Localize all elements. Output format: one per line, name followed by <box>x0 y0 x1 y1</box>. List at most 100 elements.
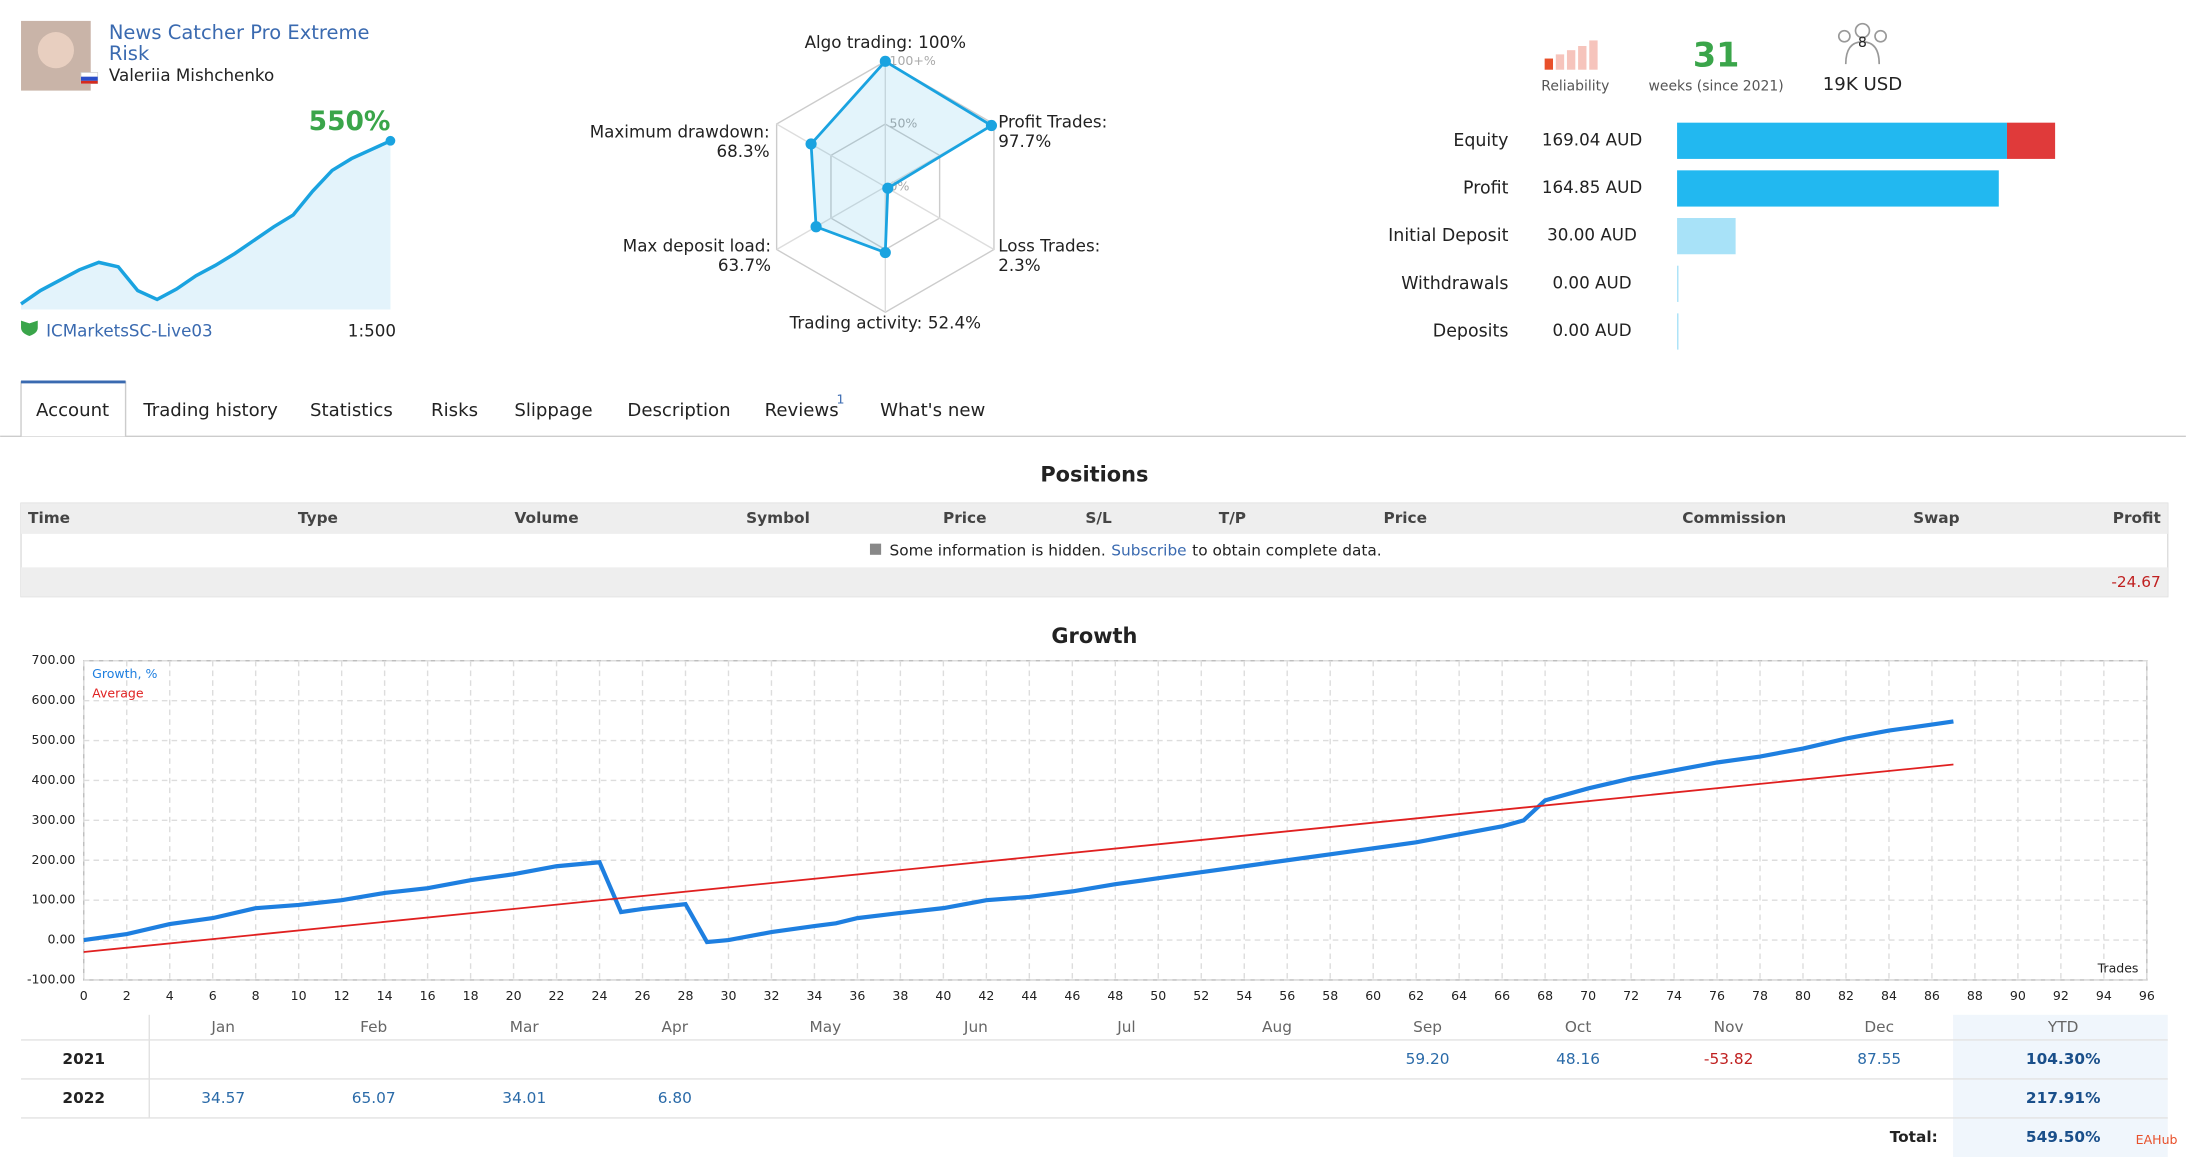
x-tick-label: 96 <box>2139 988 2155 1003</box>
radar-value: 2.3% <box>998 255 1040 275</box>
x-tick-label: 78 <box>1752 988 1768 1003</box>
avatar-face <box>37 32 75 69</box>
balance-label: Initial Deposit <box>1388 226 1508 246</box>
y-tick-label: 300.00 <box>32 812 76 827</box>
tab[interactable]: Slippage <box>514 400 592 421</box>
rel-bar <box>1566 50 1576 70</box>
x-tick-label: 70 <box>1580 988 1596 1003</box>
month-value: 59.20 <box>1406 1050 1450 1068</box>
column-header: Time <box>28 509 70 527</box>
radar-label: Profit Trades: 97.7% <box>998 111 1107 151</box>
x-tick-label: 16 <box>420 988 436 1003</box>
month-header: Jun <box>963 1018 988 1036</box>
radar-label: Trading activity: 52.4% <box>789 312 981 332</box>
ytd-value: 217.91% <box>2026 1089 2101 1107</box>
x-tick-label: 60 <box>1365 988 1381 1003</box>
x-tick-label: 88 <box>1967 988 1983 1003</box>
tab[interactable]: What's new <box>880 400 985 421</box>
icon-part <box>1844 40 1881 65</box>
x-tick-label: 26 <box>635 988 651 1003</box>
x-tick-label: 36 <box>849 988 865 1003</box>
year: 2022 <box>62 1089 105 1107</box>
author[interactable]: Valeriia Mishchenko <box>109 65 274 85</box>
month-header: YTD <box>2047 1018 2079 1036</box>
icon-part <box>1837 29 1851 43</box>
balance-bar <box>1677 122 2007 159</box>
tab[interactable]: Statistics <box>310 400 393 421</box>
total-value: 549.50% <box>2026 1128 2101 1146</box>
growth-title: Growth <box>1051 624 1137 648</box>
legend-entry: Average <box>92 686 144 701</box>
rel-bar <box>1589 40 1598 70</box>
x-tick-label: 86 <box>1924 988 1940 1003</box>
x-tick-label: 8 <box>252 988 260 1003</box>
tab[interactable]: Trading history <box>142 400 278 421</box>
radar-category: Maximum drawdown: <box>590 121 770 141</box>
tab-badge: 1 <box>837 392 845 407</box>
column-header: Symbol <box>746 509 810 527</box>
x-tick-label: 74 <box>1666 988 1682 1003</box>
month-header: Dec <box>1864 1018 1894 1036</box>
title[interactable]: News Catcher Pro Extreme <box>109 21 370 44</box>
radar-spoke <box>776 186 886 251</box>
tab[interactable]: Reviews <box>765 400 839 421</box>
rel-bar <box>1544 58 1554 70</box>
x-tick-label: 28 <box>678 988 694 1003</box>
tab[interactable]: Description <box>627 400 730 421</box>
x-tick-label: 4 <box>166 988 174 1003</box>
broker[interactable]: ICMarketsSC-Live03 <box>46 320 213 340</box>
column-header: Swap <box>1913 509 1960 527</box>
watermark: EAHub <box>2136 1132 2178 1147</box>
x-tick-label: 64 <box>1451 988 1467 1003</box>
month-value: 65.07 <box>352 1089 396 1107</box>
column-header: Type <box>298 509 338 527</box>
balance-label: Deposits <box>1433 321 1509 341</box>
shield-icon <box>21 320 38 336</box>
notice-text: Some information is hidden. <box>889 541 1105 559</box>
leverage: 1:500 <box>348 320 396 340</box>
x-tick-label: 18 <box>463 988 479 1003</box>
radar-category: Max deposit load: <box>623 235 771 255</box>
lock-icon <box>869 543 882 555</box>
x-tick-label: 54 <box>1236 988 1252 1003</box>
title[interactable]: Risk <box>109 42 150 65</box>
flag-stripe <box>80 80 98 84</box>
positions-profit: -24.67 <box>2111 573 2160 591</box>
tab[interactable]: Risks <box>431 400 478 421</box>
month-header: Mar <box>510 1018 540 1036</box>
radar-label: Algo trading: 100% <box>805 32 966 52</box>
ytd-column <box>1953 1014 2168 1157</box>
balance-label: Profit <box>1463 178 1509 198</box>
radar-category: Trading activity: <box>789 312 923 332</box>
subscribe-link[interactable]: Subscribe <box>1111 541 1186 559</box>
radar-point <box>882 182 894 194</box>
positions-title: Positions <box>1040 462 1148 486</box>
month-header: Apr <box>662 1018 689 1036</box>
x-tick-label: 6 <box>209 988 217 1003</box>
x-tick-label: 14 <box>377 988 393 1003</box>
x-tick-label: 2 <box>123 988 131 1003</box>
radar-point <box>805 138 817 150</box>
reliability-label: Reliability <box>1541 78 1609 94</box>
radar-point <box>985 119 998 132</box>
month-value: -53.82 <box>1704 1050 1753 1068</box>
x-tick-label: 66 <box>1494 988 1510 1003</box>
x-tick-label: 22 <box>549 988 565 1003</box>
month-header: Aug <box>1262 1018 1292 1036</box>
weeks: 31 <box>1693 36 1740 75</box>
icon-part <box>1874 29 1888 43</box>
series-line <box>83 719 1954 945</box>
x-tick-label: 50 <box>1150 988 1166 1003</box>
x-tick-label: 46 <box>1064 988 1080 1003</box>
x-tick-label: 82 <box>1838 988 1854 1003</box>
column-header: Volume <box>515 509 579 527</box>
radar-area <box>809 59 995 255</box>
tab[interactable]: Account <box>36 400 109 421</box>
radar-label: Max deposit load: 63.7% <box>623 235 771 275</box>
ytd-value: 104.30% <box>2026 1050 2101 1068</box>
month-value: 34.01 <box>502 1089 546 1107</box>
spark-annotation: 550% <box>309 106 391 137</box>
balance-bar <box>1677 218 1736 255</box>
